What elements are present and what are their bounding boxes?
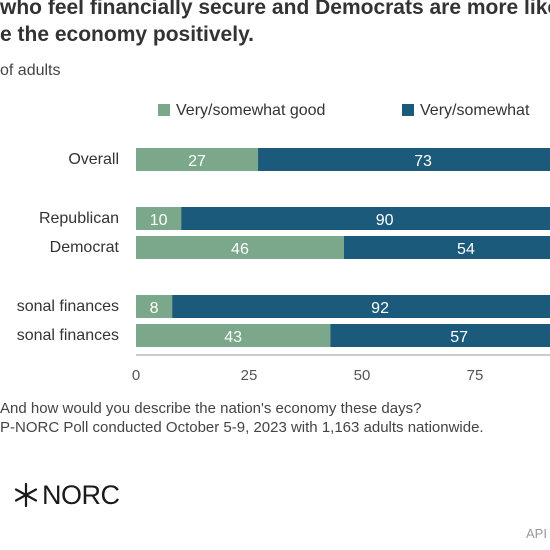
data-label: 92: [371, 300, 389, 317]
data-label: 43: [224, 329, 242, 346]
category-label: sonal finances: [17, 327, 119, 344]
footnote-source: P-NORC Poll conducted October 5-9, 2023 …: [0, 419, 484, 436]
footnote-question: And how would you describe the nation's …: [0, 400, 422, 417]
title-line-1: who feel financially secure and Democrat…: [0, 0, 550, 19]
norc-star-icon: [14, 482, 38, 508]
x-tick-label: 50: [354, 367, 371, 384]
chart-title: who feel financially secure and Democrat…: [0, 0, 550, 48]
bar-segment: [136, 324, 331, 347]
bar-segment: [172, 295, 550, 318]
data-label: 57: [450, 329, 468, 346]
logo-text: NORC: [42, 479, 120, 510]
data-label: 46: [231, 241, 249, 258]
category-label: Republican: [39, 210, 119, 227]
category-label: Democrat: [50, 239, 120, 256]
legend-label: Very/somewhat: [420, 102, 530, 119]
chart-subtitle: of adults: [0, 62, 61, 79]
title-line-2: e the economy positively.: [0, 23, 255, 46]
footnote: And how would you describe the nation's …: [0, 399, 484, 437]
legend-label: Very/somewhat good: [176, 102, 325, 119]
bar-segment: [136, 148, 259, 171]
bar-segment: [343, 236, 550, 259]
source-tag: API: [526, 526, 547, 541]
stacked-bar-chart: Very/somewhat good Very/somewhat 27 73 Overa…: [17, 102, 550, 384]
bar-segment: [330, 324, 550, 347]
bar-segment: [136, 207, 182, 230]
bar-segment: [136, 236, 344, 259]
legend-swatch: [158, 104, 170, 116]
legend-swatch: [402, 104, 414, 116]
norc-logo: NORC: [12, 478, 120, 512]
bar-segment: [136, 295, 173, 318]
bar-segment: [181, 207, 550, 230]
data-label: 10: [150, 212, 168, 229]
x-tick-label: 75: [467, 367, 484, 384]
category-label: sonal finances: [17, 298, 119, 315]
x-tick-label: 25: [241, 367, 258, 384]
data-label: 54: [457, 241, 475, 258]
data-label: 8: [150, 300, 159, 317]
data-label: 90: [376, 212, 394, 229]
category-label: Overall: [68, 151, 119, 168]
data-label: 27: [188, 153, 206, 170]
x-tick-label: 0: [132, 367, 140, 384]
bar-segment: [258, 148, 550, 171]
data-label: 73: [414, 153, 432, 170]
